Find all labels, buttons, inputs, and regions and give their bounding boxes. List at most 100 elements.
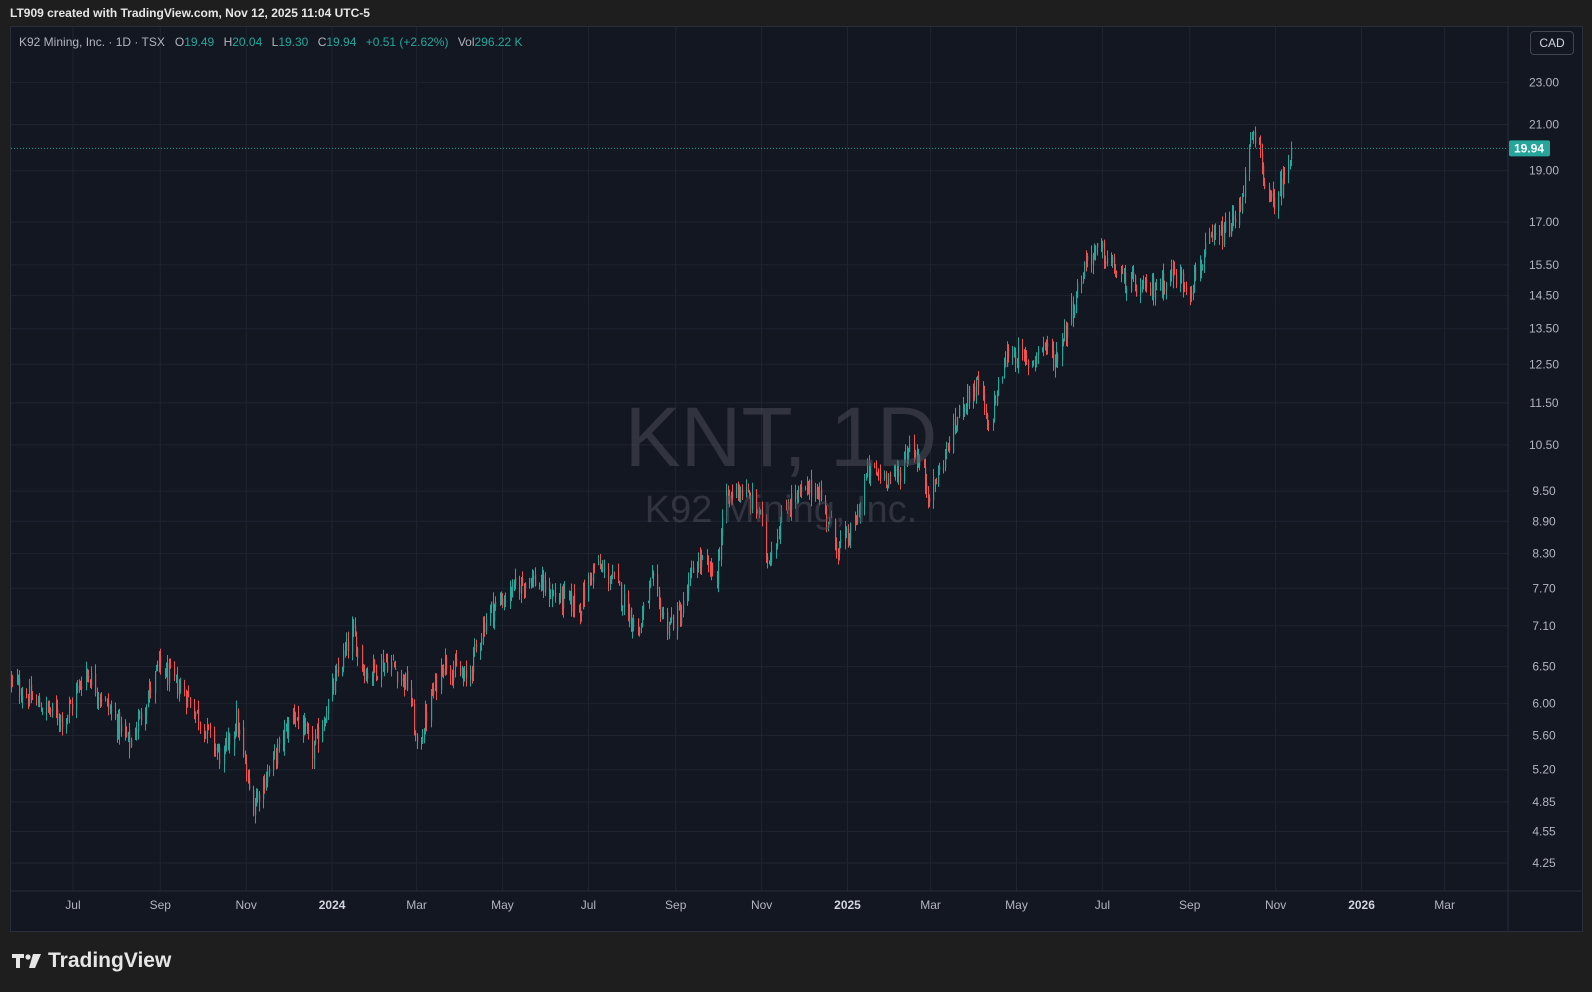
- candle-body: [190, 697, 192, 707]
- price-tick-label: 12.50: [1529, 357, 1559, 371]
- candle-body: [1224, 231, 1226, 245]
- candle-body: [642, 614, 644, 627]
- time-tick-label: Jul: [581, 898, 596, 912]
- price-tick-label: 5.20: [1532, 763, 1556, 777]
- candle-body: [895, 468, 897, 471]
- candle-body: [1033, 360, 1035, 362]
- candle-body: [688, 579, 690, 595]
- price-tick-label: 10.50: [1529, 438, 1559, 452]
- candle-body: [366, 673, 368, 680]
- candle-body: [26, 696, 28, 698]
- candle-body: [1171, 269, 1173, 277]
- candle-body: [404, 675, 406, 689]
- candle-body: [424, 732, 426, 741]
- candle-body: [1086, 259, 1088, 262]
- candle-body: [273, 752, 275, 771]
- candle-body: [1264, 181, 1266, 189]
- candle-body: [462, 675, 464, 677]
- price-tick-label: 14.50: [1529, 289, 1559, 303]
- candle-body: [1025, 352, 1027, 356]
- candle-body: [1194, 269, 1196, 291]
- candle-body: [376, 665, 378, 679]
- candle-body: [1270, 193, 1272, 198]
- candle-body: [1215, 233, 1217, 235]
- candle-body: [800, 487, 802, 493]
- candle-body: [1043, 344, 1045, 347]
- candle-body: [718, 557, 720, 585]
- candle-body: [584, 589, 586, 601]
- price-tick-label: 6.00: [1532, 697, 1556, 711]
- candle-body: [976, 378, 978, 396]
- candle-body: [403, 674, 405, 680]
- candle-body: [386, 661, 388, 663]
- candle-body: [618, 571, 620, 580]
- candle-body: [1233, 215, 1235, 221]
- candle-body: [259, 794, 261, 802]
- candle-body: [756, 491, 758, 511]
- candle-body: [963, 405, 965, 413]
- candle-body: [176, 674, 178, 677]
- close-label: C: [317, 35, 327, 49]
- candle-body: [187, 692, 189, 707]
- candle-body: [840, 539, 842, 543]
- candle-body: [909, 443, 911, 452]
- candle-body: [542, 575, 544, 587]
- ohlc-legend: K92 Mining, Inc. · 1D · TSX O19.49 H20.0…: [19, 35, 529, 49]
- candle-body: [205, 731, 207, 739]
- candle-body: [539, 584, 541, 588]
- candle-body: [779, 534, 781, 539]
- candle-body: [194, 707, 196, 719]
- candle-body: [1253, 130, 1255, 136]
- candle-body: [315, 734, 317, 744]
- candle-body: [977, 375, 979, 379]
- candle-body: [1091, 254, 1093, 265]
- candle-body: [274, 750, 276, 752]
- candle-body: [101, 699, 103, 702]
- candle-body: [1160, 287, 1162, 291]
- candle-body: [818, 494, 820, 499]
- candle-body: [486, 619, 488, 630]
- candle-body: [1076, 299, 1078, 312]
- candle-body: [600, 562, 602, 570]
- candle-body: [574, 593, 576, 610]
- candle-body: [391, 661, 393, 670]
- candle-body: [621, 583, 623, 606]
- candle-body: [1101, 247, 1103, 249]
- candle-body: [39, 697, 41, 708]
- chart-frame[interactable]: 23.00 21.00 19.00 17.00 15.50 14.50 13.50 12.50…: [10, 26, 1583, 932]
- candle-body: [1250, 138, 1252, 143]
- candle-body: [884, 473, 886, 479]
- time-tick-label: Sep: [665, 898, 687, 912]
- time-tick-label: Nov: [236, 898, 257, 912]
- candle-body: [769, 562, 771, 564]
- candle-body: [683, 600, 685, 614]
- candle-body: [936, 483, 938, 485]
- candle-body: [933, 476, 935, 501]
- candle-body: [495, 601, 497, 607]
- symbol-line[interactable]: K92 Mining, Inc. · 1D · TSX: [19, 35, 165, 49]
- candle-body: [1245, 174, 1247, 198]
- candle-body: [298, 714, 300, 721]
- tradingview-logo[interactable]: TradingView: [12, 949, 171, 973]
- candle-body: [179, 688, 181, 698]
- time-tick-label: 2026: [1348, 898, 1375, 912]
- candle-body: [653, 573, 655, 576]
- candle-body: [117, 717, 119, 734]
- candle-body: [602, 569, 604, 571]
- candle-body: [1184, 285, 1186, 290]
- candle-body: [622, 605, 624, 609]
- candle-body: [819, 491, 821, 502]
- candle-body: [808, 484, 810, 495]
- price-chart[interactable]: 23.00 21.00 19.00 17.00 15.50 14.50 13.50 12.50…: [11, 27, 1582, 931]
- candle-body: [303, 719, 305, 738]
- candle-body: [453, 670, 455, 681]
- candle-body: [17, 676, 19, 682]
- candle-body: [817, 485, 819, 497]
- time-tick-label: Jul: [1095, 898, 1110, 912]
- high-value: 20.04: [232, 35, 263, 49]
- candle-body: [987, 414, 989, 425]
- currency-button[interactable]: CAD: [1530, 31, 1574, 55]
- candle-body: [643, 604, 645, 612]
- time-tick-label: Mar: [406, 898, 427, 912]
- open-value: 19.49: [184, 35, 215, 49]
